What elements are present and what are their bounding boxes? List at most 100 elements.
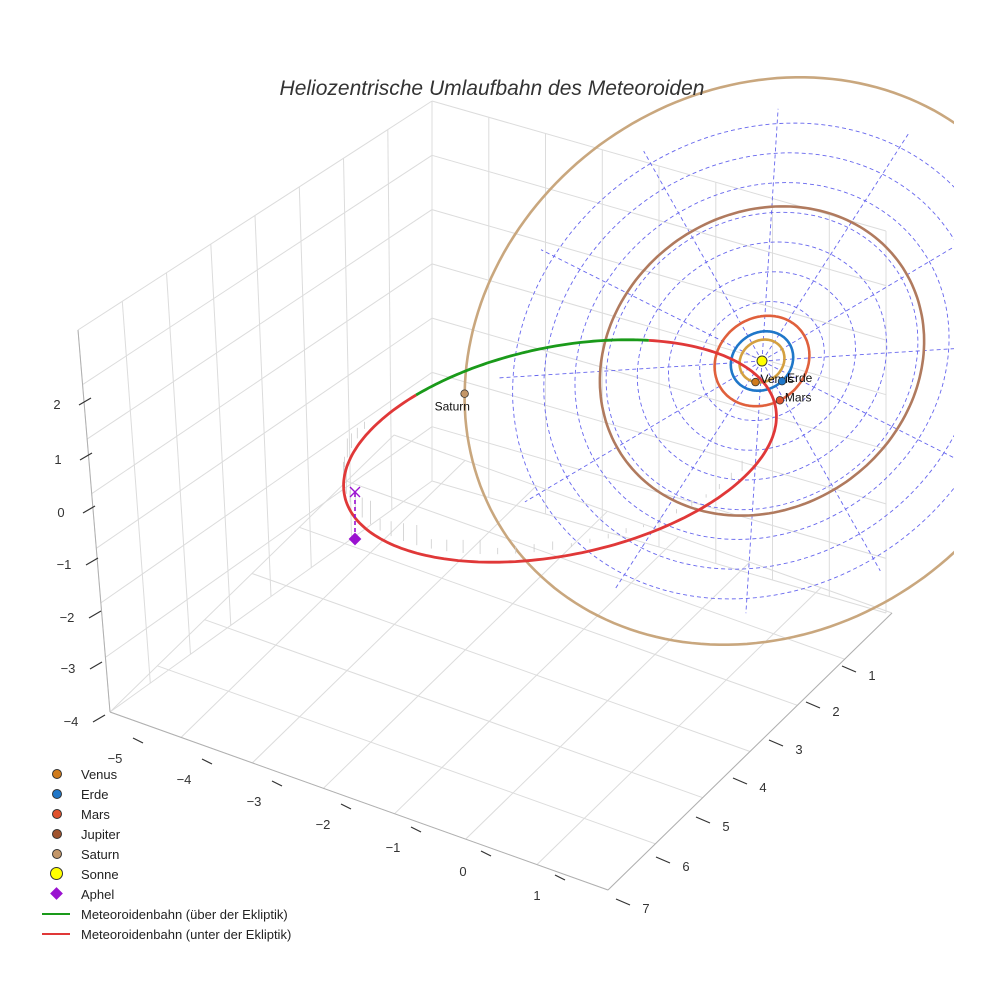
orbit-saturn <box>463 76 954 646</box>
floor-gridline <box>251 573 751 752</box>
x-axis-line <box>109 711 609 891</box>
legend-item: Aphel <box>40 884 291 904</box>
legend-label: Jupiter <box>81 826 121 842</box>
legend-label: Meteoroidenbahn (unter der Ekliptik) <box>81 926 292 942</box>
meteoroid-orbit-below-ecliptic <box>342 339 778 564</box>
ecliptic-spoke <box>524 360 763 503</box>
legend-dot-symbol <box>52 789 62 799</box>
legend-dot-symbol <box>52 829 62 839</box>
wall-gridline <box>387 129 393 510</box>
y-tick-mark <box>732 777 748 785</box>
legend-item: Meteoroidenbahn (über der Ekliptik) <box>40 904 291 924</box>
y-tick-mark <box>655 856 671 864</box>
legend-dot-symbol <box>52 849 62 859</box>
floor-gridline <box>299 526 798 706</box>
y-tick-mark <box>615 898 631 906</box>
wall-gridline <box>105 426 433 658</box>
legend-item: Sonne <box>40 864 291 884</box>
ecliptic-ring <box>668 271 856 451</box>
z-tick-mark <box>78 397 92 406</box>
y-tick-label: 3 <box>795 742 802 757</box>
z-tick-mark <box>82 505 96 514</box>
aphel-projection-marker <box>349 486 361 498</box>
wall-gridline <box>431 154 887 287</box>
ecliptic-spoke <box>761 348 954 362</box>
legend-line-swatch <box>42 933 70 935</box>
wall-gridline <box>100 371 433 604</box>
ecliptic-grid <box>497 108 954 614</box>
z-tick-label: −3 <box>61 661 76 676</box>
x-tick-label: −5 <box>108 751 123 766</box>
wall-gridline <box>86 209 433 440</box>
y-axis-line <box>607 612 893 891</box>
ecliptic-spoke <box>615 360 763 589</box>
legend-diamond-symbol <box>50 887 63 900</box>
axis-grid <box>77 100 893 891</box>
wall-gridline <box>254 215 272 597</box>
legend-item: Erde <box>40 784 291 804</box>
legend-item: Mars <box>40 804 291 824</box>
wall-gridline <box>343 158 352 539</box>
x-tick-mark <box>132 737 144 744</box>
floor-gridline <box>157 665 656 845</box>
x-tick-mark <box>480 850 492 857</box>
orbit-erde <box>729 330 795 392</box>
z-tick-label: 2 <box>53 397 60 412</box>
wall-gridline <box>431 263 887 396</box>
planet-venus <box>751 377 760 387</box>
z-tick-mark <box>85 557 99 566</box>
z-tick-mark <box>88 610 102 619</box>
x-tick-mark <box>340 803 352 810</box>
y-tick-label: 7 <box>642 901 649 916</box>
ecliptic-spoke <box>761 108 779 362</box>
ecliptic-ring <box>574 182 950 540</box>
floor-gridline <box>346 480 845 660</box>
x-tick-label: 1 <box>533 888 540 903</box>
y-tick-label: 6 <box>682 859 689 874</box>
ecliptic-spoke <box>761 246 954 362</box>
y-tick-label: 1 <box>868 668 875 683</box>
wall-gridline <box>82 154 433 386</box>
orbit-venus <box>738 338 786 384</box>
legend-item: Venus <box>40 764 291 784</box>
x-tick-mark <box>201 758 213 765</box>
wall-gridline <box>210 244 232 626</box>
z-tick-mark <box>79 452 93 461</box>
x-tick-mark <box>410 826 422 833</box>
floor-gridline <box>393 434 893 614</box>
z-tick-label: −4 <box>64 714 79 729</box>
legend-item: Meteoroidenbahn (unter der Ekliptik) <box>40 924 291 944</box>
wall-gridline <box>77 100 433 331</box>
z-tick-mark <box>92 714 106 723</box>
x-tick-label: 0 <box>459 864 466 879</box>
wall-gridline <box>109 480 433 713</box>
legend: Venus Erde Mars Jupiter Saturn Sonne Aphel Mete… <box>40 764 291 944</box>
wall-gridline <box>431 209 887 341</box>
ecliptic-spoke <box>497 360 763 379</box>
legend-label: Aphel <box>81 886 115 902</box>
orbit-mars <box>713 314 811 408</box>
z-tick-label: 1 <box>54 452 61 467</box>
ecliptic-ring <box>512 122 954 600</box>
planet-label-saturn: Saturn <box>435 400 470 414</box>
legend-label: Meteoroidenbahn (über der Ekliptik) <box>81 906 288 922</box>
planet-orbits <box>463 76 954 646</box>
legend-dot-symbol <box>50 867 63 880</box>
y-tick-mark <box>768 739 784 747</box>
z-tick-label: −2 <box>60 610 75 625</box>
y-tick-label: 5 <box>722 819 729 834</box>
ecliptic-spoke <box>761 360 881 572</box>
x-tick-mark <box>554 874 566 881</box>
ecliptic-spoke <box>745 360 763 614</box>
y-tick-mark <box>695 816 711 824</box>
x-tick-label: −4 <box>177 772 192 787</box>
legend-label: Venus <box>81 766 118 782</box>
wall-gridline <box>431 371 887 505</box>
x-tick-label: −1 <box>386 840 401 855</box>
wall-gridline <box>166 272 191 655</box>
z-tick-label: 0 <box>57 505 64 520</box>
meteoroid-trajectory <box>342 338 778 564</box>
planet-mars <box>775 396 785 405</box>
